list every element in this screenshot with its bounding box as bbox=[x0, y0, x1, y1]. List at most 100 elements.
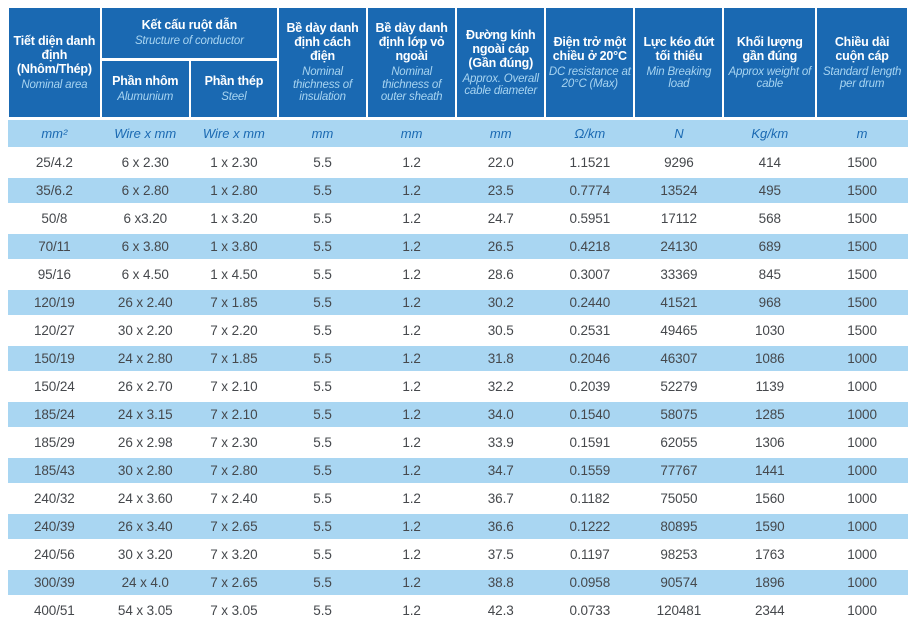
unit-cell: mm bbox=[456, 120, 546, 147]
table-cell: 70/11 bbox=[8, 234, 101, 259]
table-cell: 414 bbox=[723, 150, 817, 175]
table-cell: 9296 bbox=[634, 150, 724, 175]
table-cell: 689 bbox=[723, 234, 817, 259]
table-cell: 568 bbox=[723, 206, 817, 231]
table-cell: 185/43 bbox=[8, 458, 101, 483]
table-cell: 968 bbox=[723, 290, 817, 315]
unit-cell: Ω/km bbox=[545, 120, 635, 147]
table-cell: 26.5 bbox=[456, 234, 546, 259]
table-cell: 5.5 bbox=[277, 262, 368, 287]
table-cell: 28.6 bbox=[456, 262, 546, 287]
table-row: 95/16 6 x 4.50 1 x 4.50 5.5 1.2 28.6 0.3007 333… bbox=[8, 262, 908, 287]
header-title: Đường kính ngoài cáp (Gần đúng) bbox=[466, 27, 536, 70]
table-cell: 1000 bbox=[816, 402, 908, 427]
table-cell: 6 x 2.80 bbox=[100, 178, 190, 203]
table-cell: 24.7 bbox=[456, 206, 546, 231]
table-cell: 17112 bbox=[634, 206, 724, 231]
table-cell: 240/56 bbox=[8, 542, 101, 567]
table-cell: 1500 bbox=[816, 150, 908, 175]
table-row: 25/4.2 6 x 2.30 1 x 2.30 5.5 1.2 22.0 1.1521 92… bbox=[8, 150, 908, 175]
table-cell: 0.5951 bbox=[545, 206, 635, 231]
unit-cell: N bbox=[634, 120, 724, 147]
header-subtitle: Approx weight of cable bbox=[728, 65, 812, 91]
table-cell: 150/24 bbox=[8, 374, 101, 399]
header-subtitle: DC resistance at 20°C (Max) bbox=[548, 65, 631, 91]
table-cell: 0.1222 bbox=[545, 514, 635, 539]
table-cell: 495 bbox=[723, 178, 817, 203]
header-subtitle: Steel bbox=[221, 91, 247, 104]
table-cell: 90574 bbox=[634, 570, 724, 595]
table-cell: 1590 bbox=[723, 514, 817, 539]
table-cell: 0.0958 bbox=[545, 570, 635, 595]
table-cell: 5.5 bbox=[277, 346, 368, 371]
table-cell: 185/24 bbox=[8, 402, 101, 427]
table-cell: 1.2 bbox=[367, 234, 457, 259]
unit-cell: mm² bbox=[8, 120, 101, 147]
table-cell: 5.5 bbox=[277, 374, 368, 399]
header-title: Phần thép bbox=[204, 74, 264, 89]
table-cell: 300/39 bbox=[8, 570, 101, 595]
table-cell: 0.4218 bbox=[545, 234, 635, 259]
table-cell: 24 x 4.0 bbox=[100, 570, 190, 595]
header-aluminium-part: Phần nhôm Alumunium bbox=[100, 61, 190, 117]
table-cell: 6 x 2.30 bbox=[100, 150, 190, 175]
table-cell: 0.2440 bbox=[545, 290, 635, 315]
table-row: 400/51 54 x 3.05 7 x 3.05 5.5 1.2 42.3 0.0733 1… bbox=[8, 598, 908, 620]
table-row: 150/24 26 x 2.70 7 x 2.10 5.5 1.2 32.2 0.2039 5… bbox=[8, 374, 908, 399]
header-breaking-load: Lực kéo đứt tối thiểu Min Breaking load bbox=[634, 8, 724, 117]
unit-cell: Wire x mm bbox=[189, 120, 278, 147]
table-cell: 1 x 4.50 bbox=[189, 262, 278, 287]
table-cell: 1285 bbox=[723, 402, 817, 427]
table-cell: 25/4.2 bbox=[8, 150, 101, 175]
table-cell: 98253 bbox=[634, 542, 724, 567]
table-row: 70/11 6 x 3.80 1 x 3.80 5.5 1.2 26.5 0.4218 241… bbox=[8, 234, 908, 259]
table-cell: 36.7 bbox=[456, 486, 546, 511]
header-title: Bề dày danh định cách điện bbox=[286, 21, 359, 64]
table-cell: 120/27 bbox=[8, 318, 101, 343]
table-cell: 845 bbox=[723, 262, 817, 287]
table-cell: 5.5 bbox=[277, 178, 368, 203]
table-cell: 1086 bbox=[723, 346, 817, 371]
table-cell: 1000 bbox=[816, 346, 908, 371]
table-cell: 7 x 1.85 bbox=[189, 346, 278, 371]
table-cell: 1000 bbox=[816, 430, 908, 455]
table-cell: 1.2 bbox=[367, 262, 457, 287]
table-cell: 2344 bbox=[723, 598, 817, 620]
table-cell: 46307 bbox=[634, 346, 724, 371]
header-title: Điện trở một chiều ở 20°C bbox=[552, 34, 627, 63]
table-cell: 23.5 bbox=[456, 178, 546, 203]
table-cell: 7 x 2.40 bbox=[189, 486, 278, 511]
table-cell: 1000 bbox=[816, 598, 908, 620]
header-nominal-area: Tiết diện danh định (Nhôm/Thép) Nominal … bbox=[8, 8, 101, 117]
table-row: 240/39 26 x 3.40 7 x 2.65 5.5 1.2 36.6 0.1222 8… bbox=[8, 514, 908, 539]
table-cell: 7 x 3.20 bbox=[189, 542, 278, 567]
table-cell: 1763 bbox=[723, 542, 817, 567]
table-cell: 7 x 2.30 bbox=[189, 430, 278, 455]
table-cell: 1.2 bbox=[367, 346, 457, 371]
header-subtitle: Min Breaking load bbox=[646, 65, 712, 91]
table-cell: 24 x 3.60 bbox=[100, 486, 190, 511]
table-cell: 7 x 2.10 bbox=[189, 402, 278, 427]
table-row: 185/43 30 x 2.80 7 x 2.80 5.5 1.2 34.7 0.1559 7… bbox=[8, 458, 908, 483]
table-cell: 5.5 bbox=[277, 318, 368, 343]
table-cell: 0.3007 bbox=[545, 262, 635, 287]
table-row: 35/6.2 6 x 2.80 1 x 2.80 5.5 1.2 23.5 0.7774 13… bbox=[8, 178, 908, 203]
table-cell: 1.2 bbox=[367, 318, 457, 343]
table-cell: 22.0 bbox=[456, 150, 546, 175]
table-cell: 1000 bbox=[816, 486, 908, 511]
table-cell: 7 x 2.10 bbox=[189, 374, 278, 399]
table-cell: 31.8 bbox=[456, 346, 546, 371]
table-cell: 26 x 2.40 bbox=[100, 290, 190, 315]
table-cell: 7 x 2.20 bbox=[189, 318, 278, 343]
table-cell: 75050 bbox=[634, 486, 724, 511]
table-cell: 0.2046 bbox=[545, 346, 635, 371]
header-subtitle: Approx. Overall cable diameter bbox=[462, 72, 539, 98]
table-cell: 5.5 bbox=[277, 402, 368, 427]
header-title: Chiều dài cuộn cáp bbox=[834, 34, 890, 63]
table-cell: 62055 bbox=[634, 430, 724, 455]
header-sheath-thickness: Bề dày danh định lớp vỏ ngoài Nominal th… bbox=[367, 8, 457, 117]
header-subtitle: Alumunium bbox=[117, 91, 174, 104]
table-cell: 30 x 3.20 bbox=[100, 542, 190, 567]
table-cell: 1139 bbox=[723, 374, 817, 399]
